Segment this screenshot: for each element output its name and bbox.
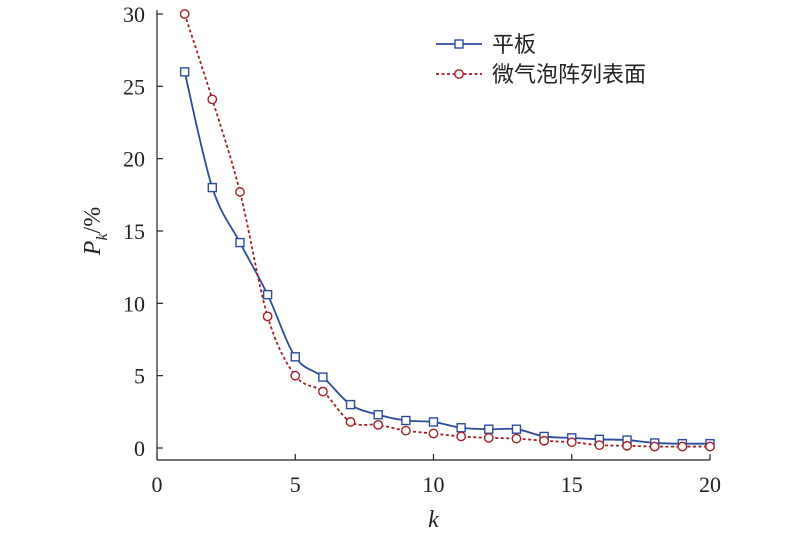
x-axis-label: k: [428, 507, 439, 533]
data-point: [566, 437, 577, 448]
y-tick-label: 25: [123, 74, 145, 99]
data-point: [179, 67, 190, 77]
data-point: [290, 370, 301, 381]
legend-marker-2: [454, 69, 464, 79]
data-point: [456, 423, 466, 433]
data-point: [373, 419, 384, 430]
data-point: [401, 415, 411, 426]
data-point: [207, 94, 218, 105]
data-point: [179, 9, 190, 19]
data-point: [428, 428, 439, 439]
axes: 0 5 10 15 20 0 5 10 15 20 25 30: [123, 2, 721, 497]
data-point: [511, 433, 522, 444]
legend-marker-1: [454, 39, 464, 49]
data-point: [649, 441, 660, 452]
y-axis-label-sub: k: [94, 233, 111, 241]
data-point: [235, 237, 245, 248]
data-point: [373, 410, 383, 420]
data-point: [207, 182, 218, 193]
data-point: [483, 432, 494, 443]
data-point: [539, 435, 549, 446]
data-point: [318, 372, 328, 382]
series-1: [179, 67, 715, 449]
series-2: [179, 9, 715, 452]
series-line-1: [183, 71, 711, 445]
legend-label-2: 微气泡阵列表面: [492, 63, 646, 88]
data-point: [484, 424, 494, 434]
x-tick-label: 5: [290, 472, 301, 497]
data-point: [345, 417, 356, 427]
x-tick-label: 15: [561, 472, 583, 497]
y-tick-label: 30: [123, 2, 145, 27]
data-point: [345, 399, 356, 410]
y-tick-label: 10: [123, 291, 145, 316]
data-point: [511, 424, 522, 434]
data-point: [456, 431, 467, 442]
series-layer: [179, 9, 715, 452]
data-point: [400, 425, 411, 436]
x-tick-label: 10: [423, 472, 445, 497]
y-axis-label: Pk/%: [80, 207, 111, 256]
data-point: [262, 289, 273, 300]
data-point: [705, 441, 715, 452]
y-tick-label: 20: [123, 147, 145, 172]
data-point: [262, 311, 273, 322]
data-point: [677, 441, 688, 452]
y-axis-label-suffix: /%: [80, 207, 106, 234]
x-tick-label: 0: [152, 472, 163, 497]
y-axis-label-main: P: [80, 240, 106, 256]
data-point: [428, 417, 439, 427]
x-tick-label: 20: [699, 472, 721, 497]
data-point: [290, 352, 300, 362]
data-point: [594, 440, 605, 451]
data-point: [235, 187, 245, 197]
legend-label-1: 平板: [492, 33, 536, 58]
y-tick-label: 0: [134, 436, 145, 461]
data-point: [622, 440, 632, 451]
y-tick-label: 15: [123, 219, 145, 244]
y-tick-label: 5: [134, 364, 145, 389]
series-line-2: [183, 13, 710, 448]
data-point: [317, 386, 328, 397]
